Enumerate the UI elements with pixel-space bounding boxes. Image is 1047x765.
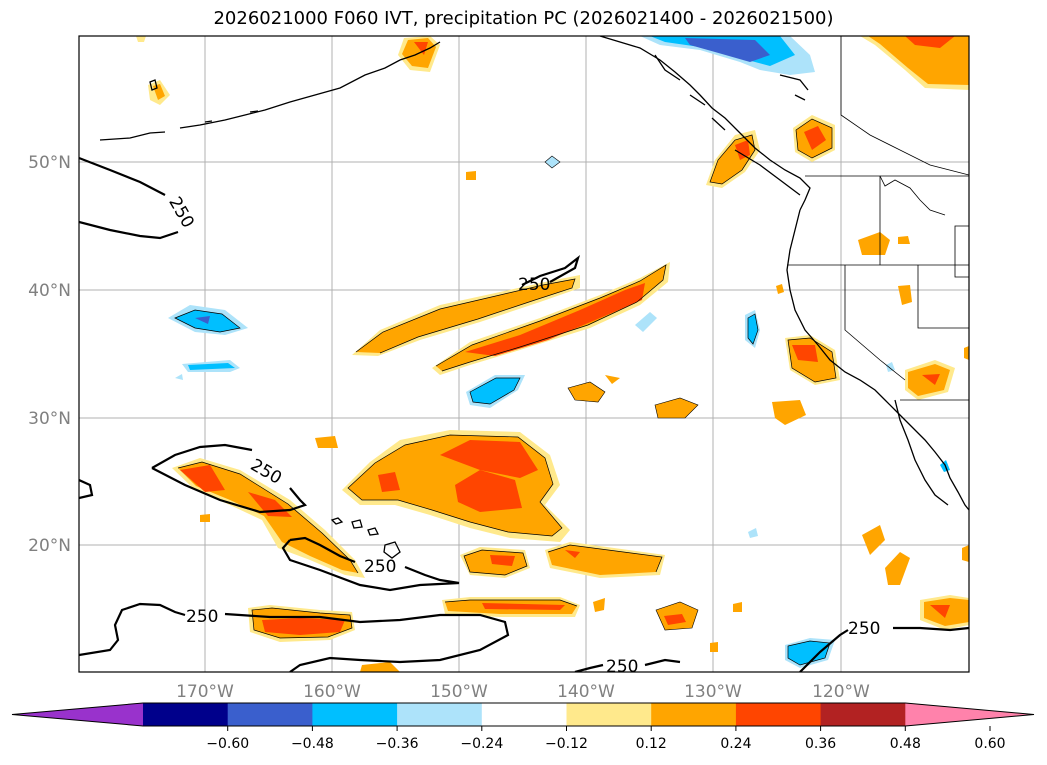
colorbar-segment bbox=[651, 703, 737, 726]
lon-label-150w: 150°W bbox=[430, 682, 488, 702]
colorbar-segment bbox=[735, 703, 822, 726]
ivt-label-2: 250 bbox=[518, 275, 550, 295]
colorbar-tick-label: 0.48 bbox=[890, 736, 921, 752]
lon-label-140w: 140°W bbox=[557, 682, 615, 702]
colorbar-tick-label: 0.12 bbox=[636, 736, 667, 752]
colorbar-segment bbox=[566, 703, 652, 726]
ivt-contour-nw bbox=[79, 156, 166, 196]
ivt-contour-west bbox=[151, 443, 253, 469]
colorbar-tick-label: 0.36 bbox=[805, 736, 836, 752]
ivt-contour-mid bbox=[521, 255, 581, 286]
coastlines bbox=[99, 36, 969, 559]
map-frame bbox=[78, 35, 970, 673]
colorbar-segment bbox=[227, 703, 313, 726]
lat-label-30n: 30°N bbox=[28, 409, 71, 429]
colorbar-outline bbox=[11, 702, 1035, 727]
gridlines bbox=[79, 36, 969, 672]
lat-labels: 50°N 40°N 30°N 20°N bbox=[28, 153, 71, 556]
colorbar-segment bbox=[481, 703, 567, 726]
lat-label-20n: 20°N bbox=[28, 536, 71, 556]
colorbar-segment bbox=[397, 703, 483, 726]
ivt-label-6: 250 bbox=[606, 657, 638, 677]
lon-label-130w: 130°W bbox=[684, 682, 742, 702]
colorbar-segment bbox=[820, 703, 906, 726]
ivt-contour-se bbox=[799, 629, 849, 672]
state-borders bbox=[787, 36, 969, 401]
ivt-label-5: 250 bbox=[186, 607, 218, 627]
lon-label-170w: 170°W bbox=[176, 682, 234, 702]
lon-labels: 170°W 160°W 150°W 140°W 130°W 120°W bbox=[176, 682, 870, 702]
map-title: 2026021000 F060 IVT, precipitation PC (2… bbox=[213, 8, 834, 29]
colorbar-tick-label: −0.12 bbox=[545, 736, 588, 752]
colorbar-extend-min bbox=[12, 703, 143, 726]
colorbar-tick-label: −0.36 bbox=[376, 736, 419, 752]
ivt-label-4: 250 bbox=[364, 557, 396, 577]
colorbar-extend-max bbox=[905, 703, 1034, 726]
ivt-contours bbox=[79, 156, 969, 672]
colorbar-tick-label: 0.60 bbox=[974, 736, 1005, 752]
colorbar-tick-label: −0.60 bbox=[206, 736, 249, 752]
lat-label-40n: 40°N bbox=[28, 281, 71, 301]
lon-label-160w: 160°W bbox=[303, 682, 361, 702]
colorbar-tick-label: −0.48 bbox=[291, 736, 334, 752]
lon-label-120w: 120°W bbox=[812, 682, 870, 702]
ivt-contour-south bbox=[79, 602, 186, 657]
colorbar-segment bbox=[312, 703, 398, 726]
map-area: 250 250 250 250 250 250 250 bbox=[79, 36, 969, 677]
colorbar-tick-label: −0.24 bbox=[460, 736, 503, 752]
ivt-label-7: 250 bbox=[848, 619, 880, 639]
colorbar-segment bbox=[143, 703, 229, 726]
lat-label-50n: 50°N bbox=[28, 153, 71, 173]
precipitation-contours bbox=[174, 118, 837, 666]
colorbar: −0.60 −0.48 −0.36 −0.24 −0.12 0.12 0.24 0.36 0.4… bbox=[11, 702, 1035, 752]
colorbar-tick-label: 0.24 bbox=[720, 736, 751, 752]
